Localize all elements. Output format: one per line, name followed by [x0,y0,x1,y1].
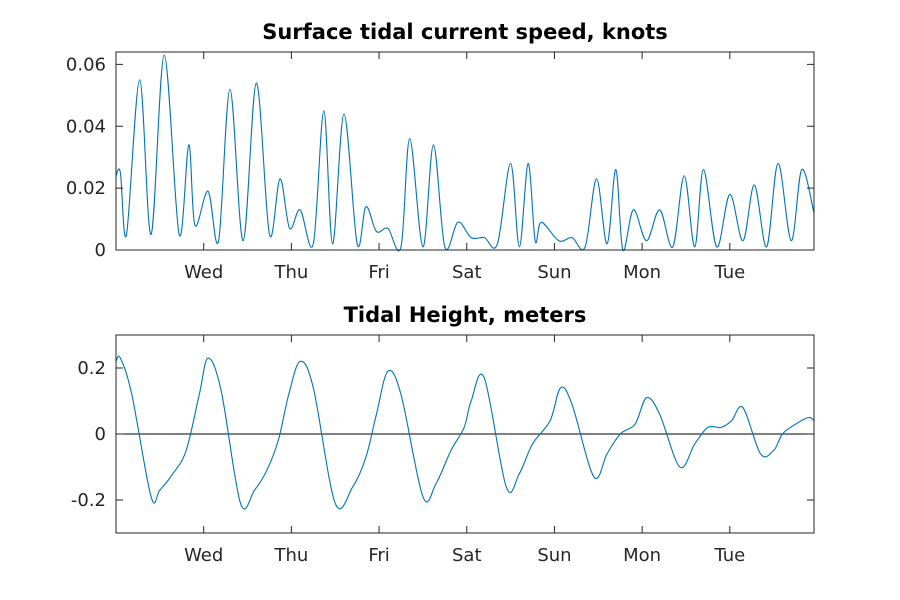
speed-ytick-label: 0.06 [66,54,106,75]
speed-xtick-label: Thu [273,262,308,283]
speed-xtick-label: Sun [537,262,571,283]
height-xtick-label: Sun [537,545,571,566]
height-xtick-label: Mon [623,545,661,566]
speed-axes-box [115,51,815,251]
height-xtick-label: Thu [273,545,308,566]
height-ytick-label: 0.2 [77,358,106,379]
height-xtick-label: Tue [713,545,745,566]
height-series-line [115,355,815,510]
height-ytick-label: 0 [95,424,106,445]
height-xtick-label: Sat [452,545,482,566]
speed-ytick-label: 0.04 [66,116,106,137]
height-xtick-label: Fri [368,545,389,566]
height-ytick-label: -0.2 [71,490,106,511]
tidal-height-panel: Tidal Height, meters Wed Thu Fri Sat Sun Mon T… [71,303,815,566]
speed-xtick-label: Mon [623,262,661,283]
speed-series-line [115,54,815,252]
speed-xtick-label: Sat [452,262,482,283]
current-speed-panel: Surface tidal current speed, knots Wed Th… [66,20,815,283]
speed-ytick-label: 0.02 [66,178,106,199]
speed-xtick-label: Fri [368,262,389,283]
speed-ytick-label: 0 [95,240,106,261]
height-xtick-label: Wed [184,545,223,566]
tidal-height-title: Tidal Height, meters [344,303,587,327]
current-speed-title: Surface tidal current speed, knots [262,20,668,44]
speed-xtick-label: Tue [713,262,745,283]
speed-xtick-label: Wed [184,262,223,283]
